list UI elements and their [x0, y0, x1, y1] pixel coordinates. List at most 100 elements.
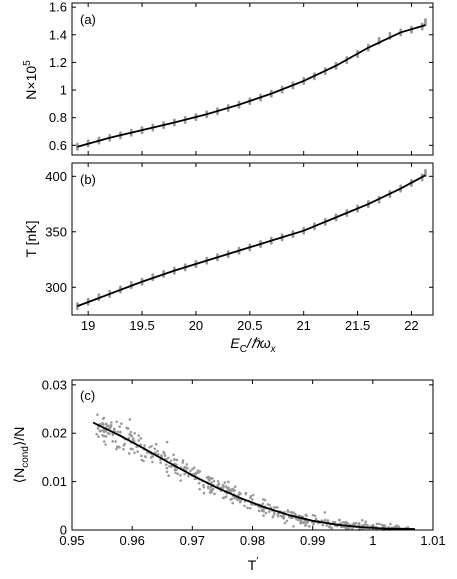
panel-c-data-point [239, 492, 242, 496]
panel-c-data-point [106, 424, 110, 428]
panel-c-data-point [381, 523, 384, 527]
panel-c-data-point [251, 493, 255, 497]
panel-c-data-point [104, 429, 108, 433]
panel-a-data-point [313, 72, 316, 75]
panel-b-data-point [323, 217, 327, 221]
panel-c-data-point [375, 522, 379, 526]
panel-c-data-point [104, 435, 108, 438]
panel-c-data-point [210, 490, 213, 494]
panel-a-data-point [248, 97, 252, 100]
panel-c-data-point [159, 461, 162, 464]
panel-c-ticks: 0.95 0.96 0.97 0.98 0.99 1 1.01 0 0.01 0.02 0.03 [42, 377, 446, 548]
panel-c-data-point [127, 452, 131, 455]
panel-a-frame [71, 2, 434, 156]
panel-b-data-point [388, 190, 392, 193]
panel-c-data-point [248, 506, 252, 510]
panel-b-data-point [410, 178, 413, 182]
panel-c-data-point [140, 454, 143, 458]
panel-c-xtick-label: 0.97 [180, 533, 205, 548]
panel-b-xtick-label: 22 [404, 318, 418, 333]
panel-a-ylabel: N×105 [22, 60, 39, 100]
panel-c-data-point [326, 519, 330, 522]
panel-c-data-point [221, 496, 225, 500]
panel-b-data-point [237, 246, 241, 250]
panel-c-data-point [136, 450, 139, 453]
panel-c-xtick-label: 1 [369, 533, 376, 548]
panel-c-xtick-label: 0.98 [240, 533, 265, 548]
panel-a-data-point [97, 136, 101, 140]
panel-b-fit-line [77, 174, 426, 307]
panel-c-data-point [257, 509, 261, 513]
panel-c-points [95, 413, 410, 532]
panel-c-data-point [102, 416, 106, 420]
panel-c-data-point [127, 436, 131, 440]
panel-c-data-point [230, 488, 233, 491]
panel-c-data-point [211, 487, 215, 491]
panel-c-data-point [364, 520, 367, 523]
panel-b-data-point [356, 204, 359, 208]
panel-a-data-point [151, 123, 155, 127]
panel-b-ytick-label: 400 [45, 169, 67, 184]
panel-c-data-point [128, 418, 132, 421]
panel-a-data-point [119, 131, 122, 134]
panel-a-data-point [388, 31, 392, 35]
panel-a: 0.6 0.8 1 1.2 1.4 1.6 (a) N×105 [22, 0, 434, 156]
panel-c-data-point [173, 458, 177, 461]
panel-b-data-point [108, 289, 112, 293]
panel-c-data-point [233, 488, 236, 492]
panel-b-data-point [345, 208, 349, 212]
panel-c-data-point [267, 510, 271, 513]
panel-c-data-point [150, 444, 153, 448]
panel-c-data-point [325, 524, 329, 527]
panel-c-data-point [206, 485, 210, 489]
panel-b-data-point [377, 195, 381, 199]
panel-c-data-point [131, 447, 134, 451]
panel-c-data-point [116, 430, 120, 434]
panel-c-data-point [262, 510, 266, 513]
panel-b-xtick-label: 20.5 [237, 318, 262, 333]
panel-c-data-point [179, 479, 182, 482]
panel-c-xtick-label: 0.99 [300, 533, 325, 548]
panel-c-data-point [112, 428, 116, 432]
panel-c-data-point [165, 470, 169, 474]
panel-a-data-point [356, 49, 359, 53]
panel-c-data-point [292, 525, 295, 528]
panel-c-data-point [174, 471, 177, 475]
panel-b-ytick-label: 350 [45, 224, 67, 239]
panel-c-data-point [95, 432, 98, 436]
panel-c-data-point [109, 425, 113, 428]
panel-c-data-point [210, 481, 213, 484]
panel-c-data-point [366, 523, 369, 527]
panel-c-data-point [118, 425, 121, 428]
panel-a-data-point [205, 110, 208, 113]
panel-c-xtick-label: 0.95 [59, 533, 84, 548]
panel-c-data-point [246, 506, 249, 510]
panel-c-data-point [397, 525, 401, 529]
panel-c-ytick-label: 0 [60, 523, 67, 538]
panel-c-data-point [304, 524, 308, 527]
panel-b-data-point [151, 273, 155, 276]
panel-c-data-point [237, 493, 240, 497]
panel-a-data-point [323, 67, 327, 70]
panel-c-data-point [304, 519, 307, 523]
panel-c-data-point [324, 518, 327, 522]
panel-c-data-point [133, 432, 136, 435]
panel-a-data-point [194, 113, 198, 116]
panel-c-data-point [163, 454, 167, 458]
panel-c-data-point [360, 519, 364, 522]
panel-c-data-point [123, 442, 126, 446]
panel-a-data-point [334, 61, 338, 65]
panel-b-xlabel: EC/ℏωx [230, 335, 276, 355]
panel-c-data-point [244, 491, 248, 495]
panel-c-data-point [212, 479, 216, 483]
panel-c-xlabel: T′ [248, 556, 259, 573]
panel-c-data-point [233, 485, 237, 489]
panel-c-data-point [148, 445, 151, 449]
panel-c-data-point [297, 518, 301, 521]
panel-c-data-point [196, 469, 200, 473]
panel-c-data-point [137, 434, 140, 437]
panel-c-data-point [286, 509, 289, 512]
panel-c-data-point [102, 434, 106, 438]
panel-c-data-point [285, 519, 289, 523]
panel-b-data-point [420, 173, 424, 176]
